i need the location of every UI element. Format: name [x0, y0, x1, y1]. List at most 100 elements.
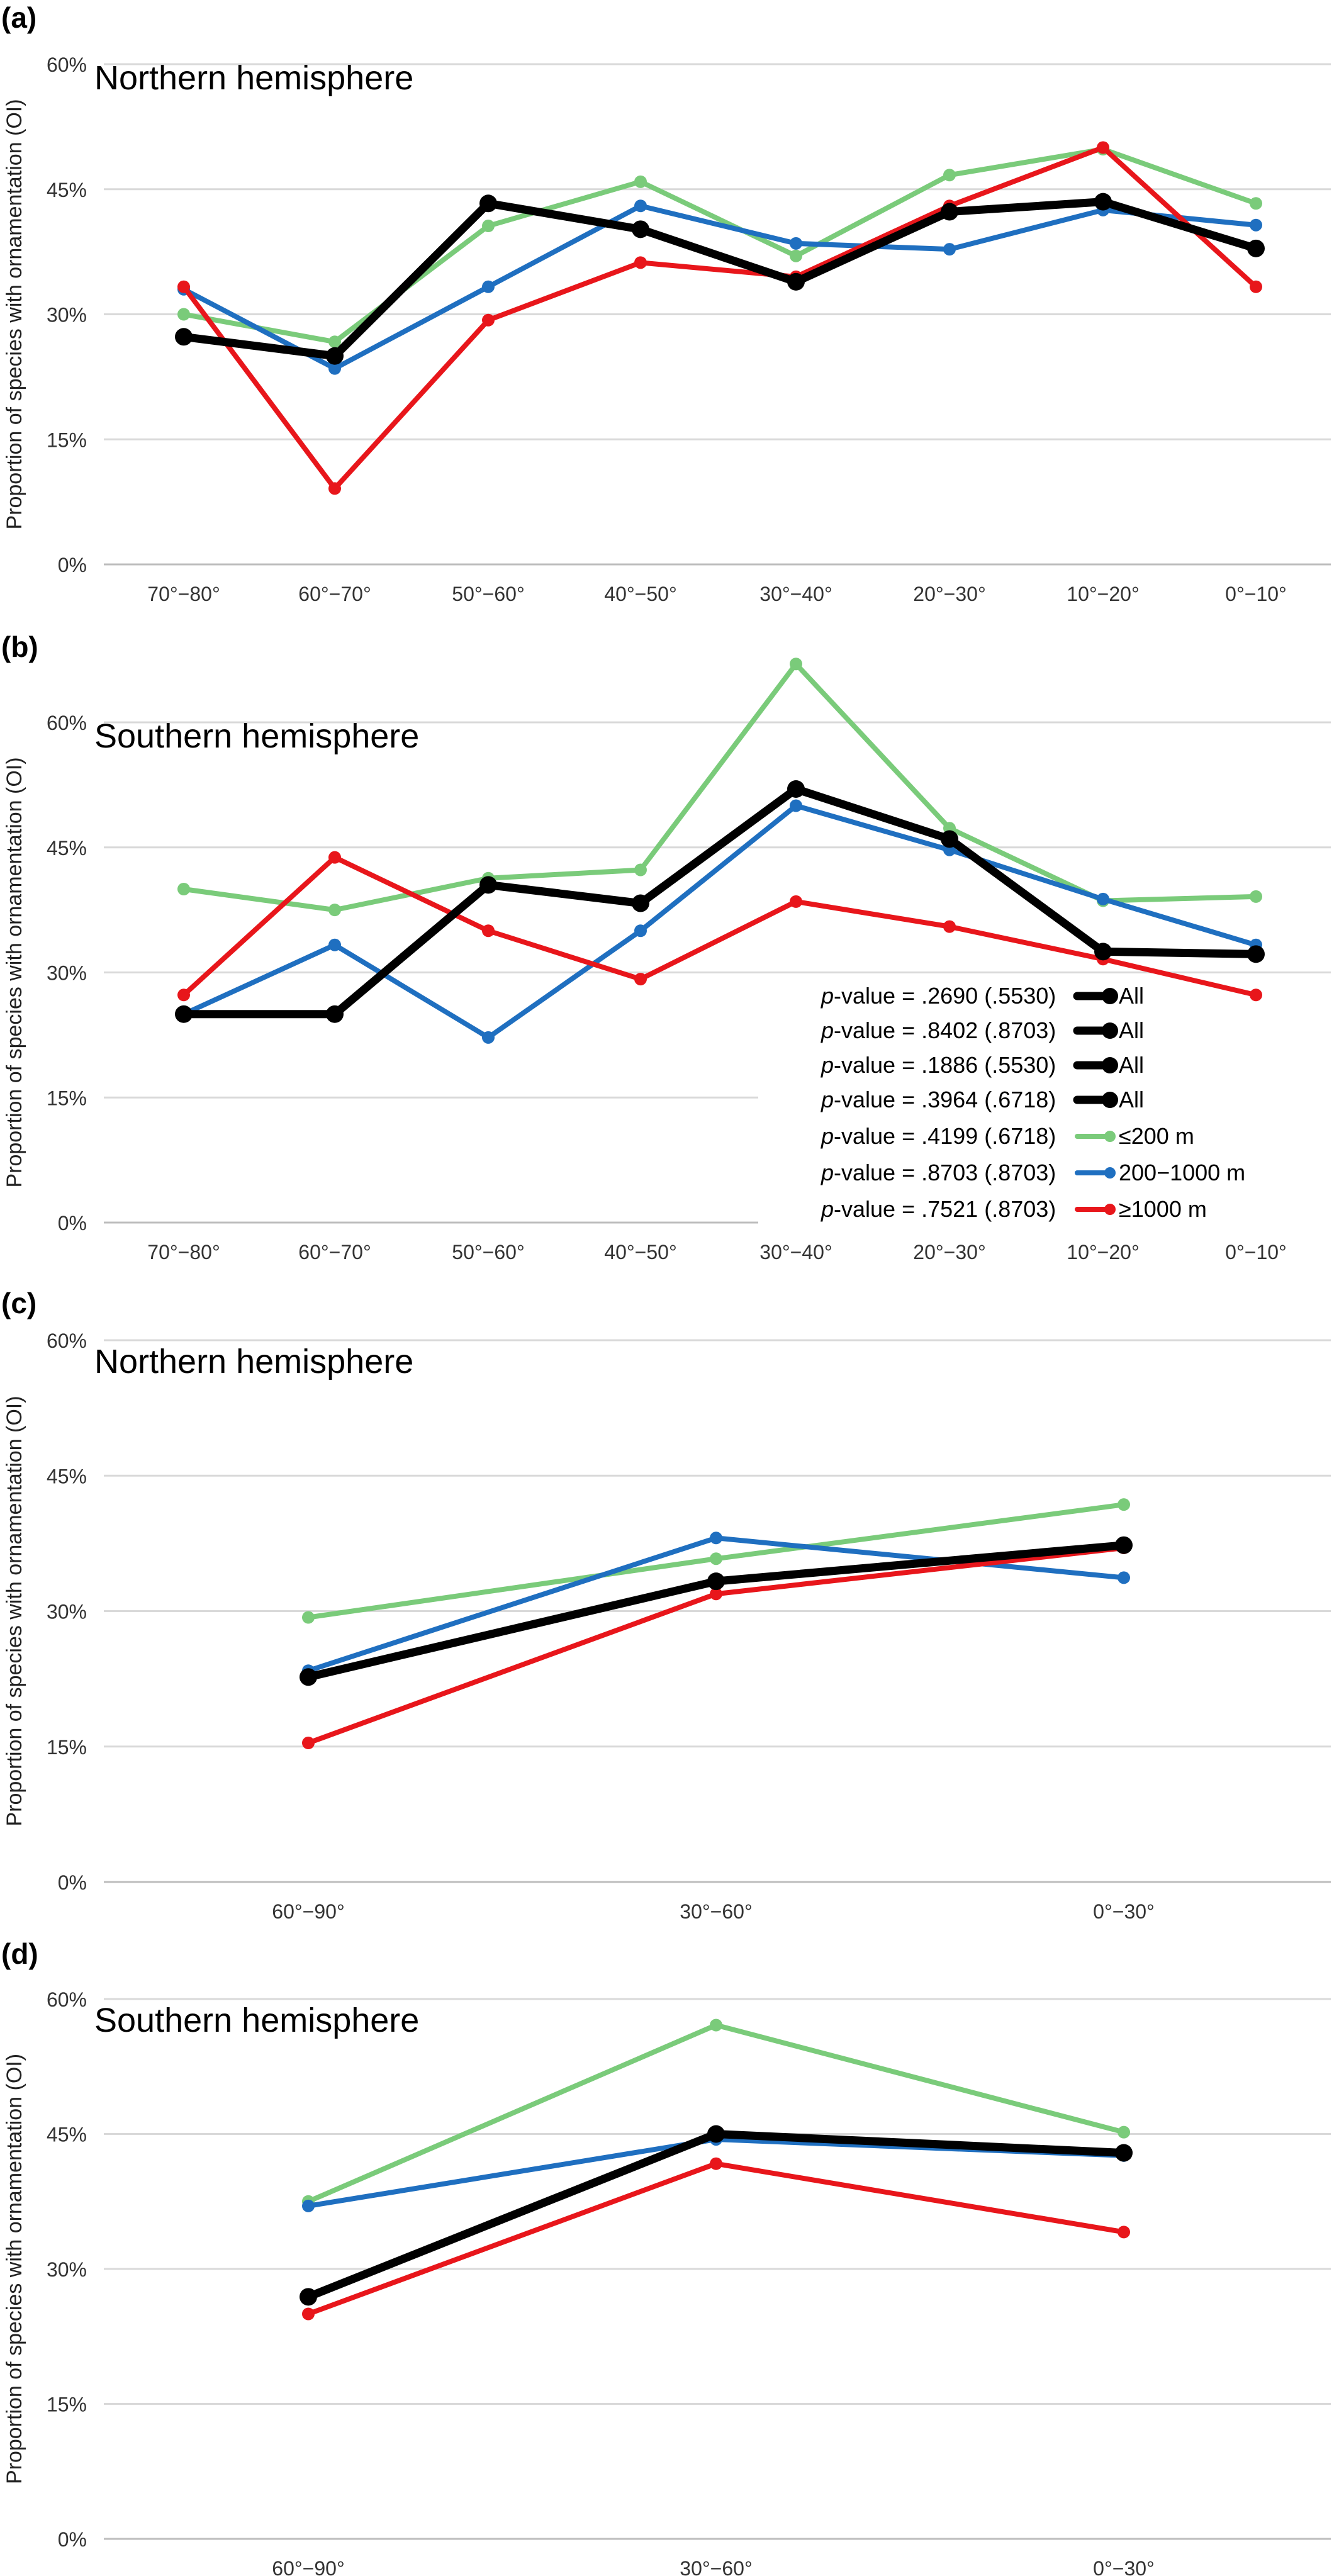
legend-marker	[1104, 1167, 1116, 1179]
data-point	[1247, 239, 1265, 257]
x-tick-label: 30°−60°	[680, 2557, 752, 2576]
data-point	[1115, 1536, 1133, 1554]
data-point	[790, 799, 802, 812]
data-point	[328, 851, 341, 864]
y-tick-label: 60%	[47, 1330, 87, 1352]
data-point	[1250, 988, 1262, 1002]
x-tick-label: 30°−40°	[759, 583, 832, 605]
legend-pvalue: p-value = .1886 (.5530)	[821, 1052, 1056, 1078]
panel-label: (b)	[1, 630, 38, 663]
data-point	[941, 830, 958, 848]
legend-pvalue: p-value = .8402 (.8703)	[821, 1017, 1056, 1043]
data-point	[302, 2307, 315, 2321]
panel-label: (a)	[1, 1, 36, 34]
legend-series-name: All	[1119, 1052, 1144, 1078]
panel-label: (c)	[1, 1287, 36, 1319]
legend-pvalue: p-value = .3964 (.6718)	[821, 1087, 1056, 1112]
y-tick-label: 30%	[47, 304, 87, 327]
data-point	[328, 335, 341, 349]
legend-p-text: -value = .8703 (.8703)	[834, 1160, 1056, 1185]
data-point	[482, 313, 495, 327]
y-tick-label: 0%	[58, 1871, 87, 1894]
data-point	[479, 194, 497, 213]
x-tick-label: 50°−60°	[452, 583, 524, 605]
data-point	[634, 175, 647, 188]
chart-title: Southern hemisphere	[94, 2002, 419, 2039]
data-point	[634, 973, 647, 986]
data-point	[328, 904, 341, 917]
x-tick-label: 60°−90°	[272, 2557, 344, 2576]
data-point	[707, 2125, 725, 2143]
series-line	[306, 2022, 1126, 2204]
data-point	[1247, 945, 1265, 963]
legend-pvalue: p-value = .7521 (.8703)	[821, 1196, 1056, 1222]
chart-title: Northern hemisphere	[94, 1343, 413, 1380]
series-line	[179, 785, 1260, 1019]
series-line	[181, 854, 1258, 998]
legend-marker	[1104, 1204, 1116, 1215]
data-point	[482, 220, 495, 233]
x-tick-label: 60°−70°	[298, 583, 371, 605]
legend-p-italic: p	[821, 1123, 834, 1149]
series-line	[181, 147, 1258, 345]
legend-pvalue: p-value = .8703 (.8703)	[821, 1160, 1056, 1185]
legend-series-name: All	[1119, 1017, 1144, 1043]
y-tick-label: 0%	[58, 554, 87, 576]
legend-series-name: 200−1000 m	[1119, 1160, 1245, 1185]
y-tick-label: 45%	[47, 837, 87, 860]
series-line	[181, 145, 1258, 491]
data-point	[1118, 1571, 1130, 1584]
data-point	[300, 2288, 317, 2306]
data-point	[177, 280, 190, 293]
series-line	[181, 803, 1258, 1040]
data-point	[634, 199, 647, 213]
y-tick-label: 15%	[47, 1087, 87, 1109]
x-tick-label: 30°−60°	[680, 1900, 752, 1923]
data-point	[632, 894, 649, 912]
data-point	[1094, 943, 1112, 961]
x-tick-label: 60°−70°	[298, 1241, 371, 1263]
series-line	[181, 203, 1258, 371]
data-point	[941, 203, 958, 221]
legend-marker	[1102, 1057, 1118, 1073]
legend-box	[758, 1082, 1331, 1235]
data-point	[302, 1737, 315, 1750]
legend-p-text: -value = .1886 (.5530)	[834, 1052, 1056, 1078]
legend-p-text: -value = .2690 (.5530)	[834, 983, 1056, 1009]
x-tick-label: 30°−40°	[759, 1241, 832, 1263]
legend-series-name: All	[1119, 1087, 1144, 1112]
data-point	[790, 237, 802, 250]
data-point	[328, 482, 341, 495]
legend-series-name: ≤200 m	[1119, 1123, 1194, 1149]
data-point	[482, 924, 495, 938]
y-tick-label: 60%	[47, 712, 87, 734]
legend-p-italic: p	[821, 1052, 834, 1078]
data-point	[710, 1588, 722, 1601]
y-tick-label: 45%	[47, 2124, 87, 2146]
data-point	[302, 2199, 315, 2212]
y-tick-label: 15%	[47, 2394, 87, 2416]
data-point	[328, 362, 341, 375]
data-point	[943, 169, 956, 182]
data-point	[302, 1611, 315, 1624]
x-tick-label: 70°−80°	[147, 1241, 220, 1263]
data-point	[482, 280, 495, 293]
data-point	[479, 876, 497, 894]
legend-p-text: -value = .4199 (.6718)	[834, 1123, 1056, 1149]
y-tick-label: 60%	[47, 53, 87, 76]
y-axis-label: Proportion of species with ornamentation…	[3, 1396, 26, 1826]
data-point	[634, 924, 647, 938]
data-point	[1118, 2125, 1130, 2139]
legend-pvalue: p-value = .4199 (.6718)	[821, 1123, 1056, 1149]
y-tick-label: 15%	[47, 428, 87, 451]
data-point	[634, 256, 647, 269]
x-tick-label: 10°−20°	[1067, 583, 1139, 605]
data-point	[943, 920, 956, 933]
data-point	[1250, 890, 1262, 903]
y-tick-label: 30%	[47, 2258, 87, 2281]
data-point	[710, 2157, 722, 2170]
panel-label: (d)	[1, 1937, 38, 1970]
data-point	[790, 658, 802, 671]
series-line	[181, 661, 1258, 913]
